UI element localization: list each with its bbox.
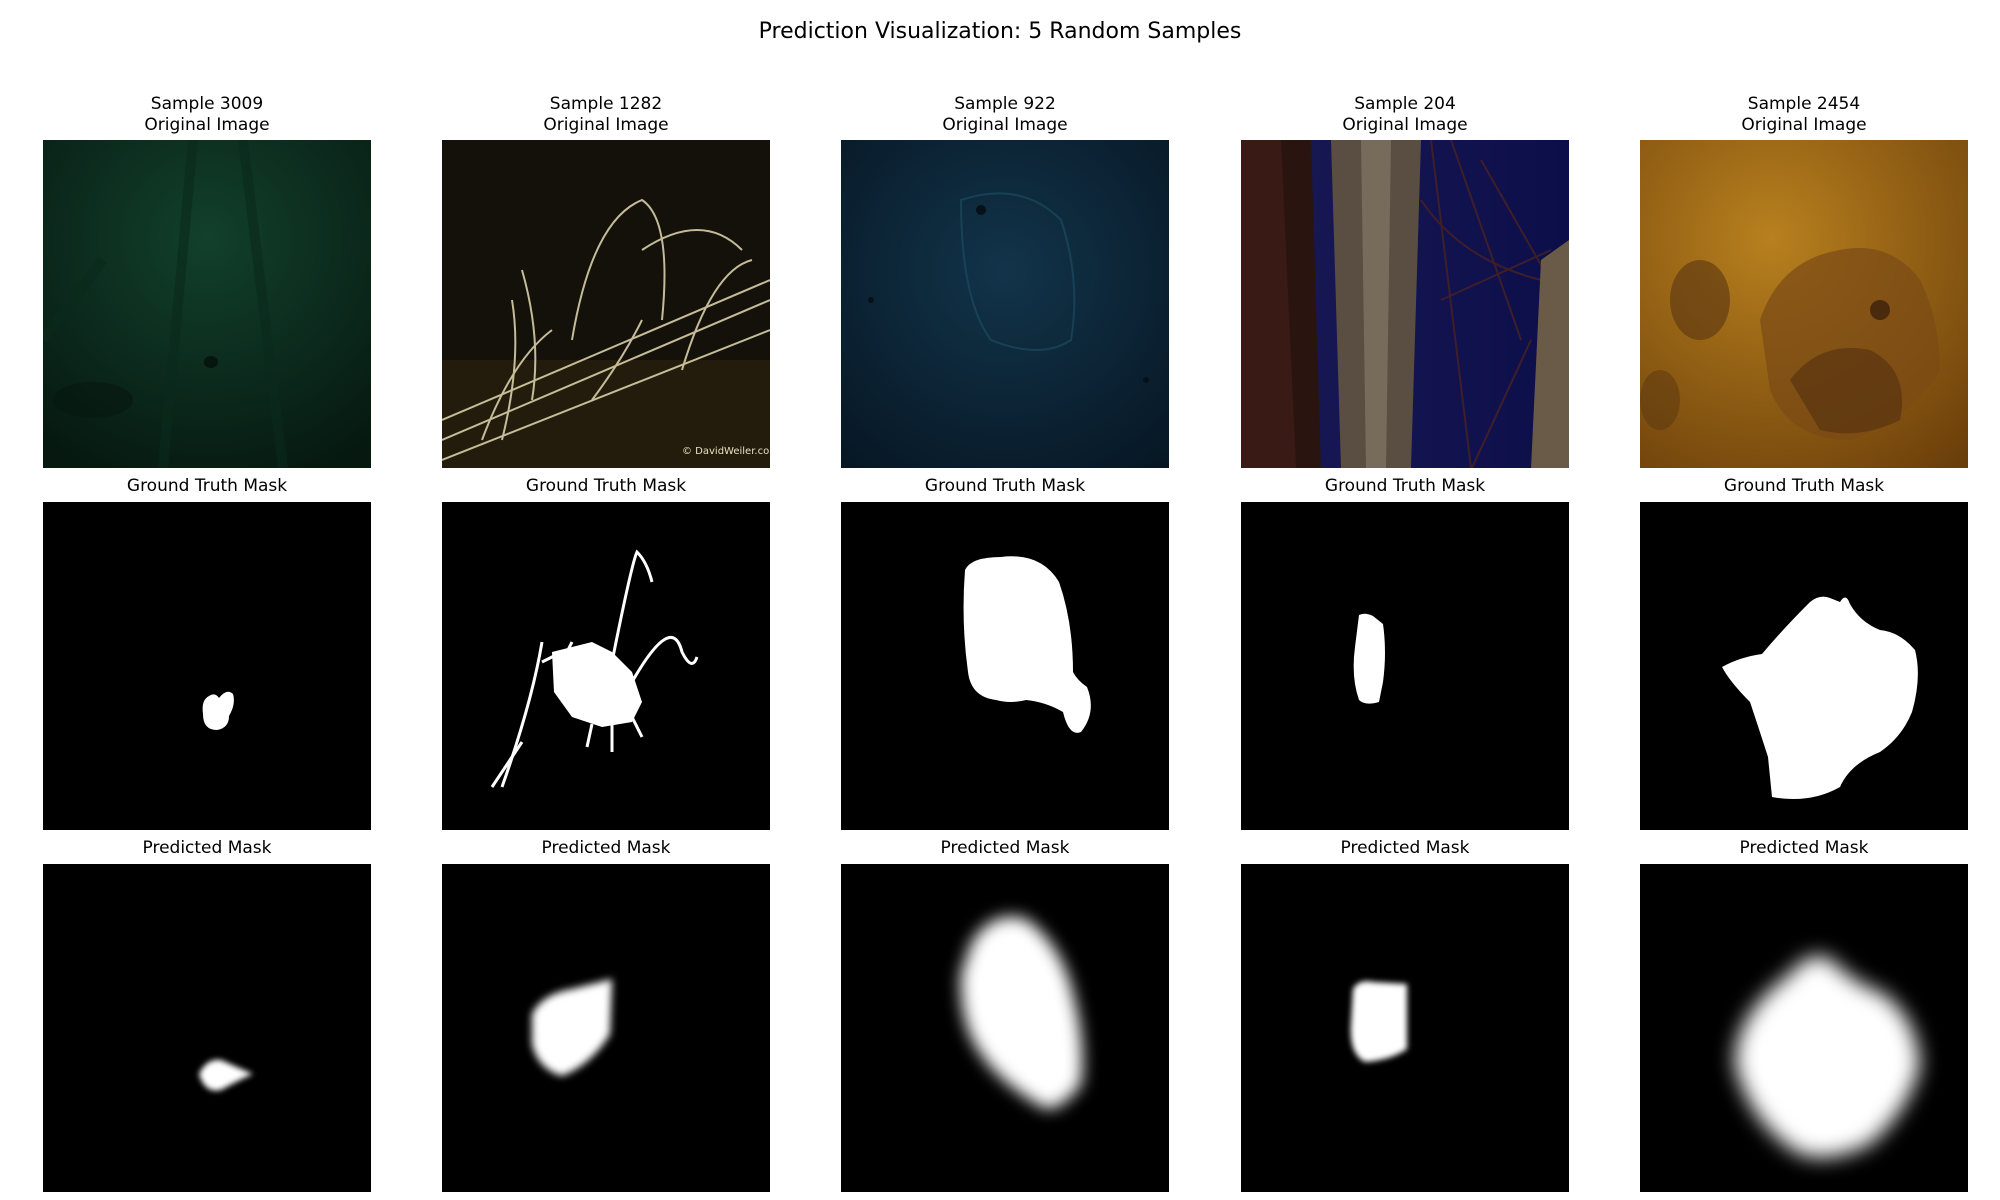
sample-204-original-image: [1241, 140, 1569, 468]
sample-1282-pred-title: Predicted Mask: [541, 838, 671, 858]
sample-204-gt-mask: [1241, 502, 1569, 830]
sample-2454-pred-title: Predicted Mask: [1739, 838, 1869, 858]
sample-204-gt-title: Ground Truth Mask: [1324, 476, 1486, 496]
sample-204-original-title: Sample 204 Original Image: [1342, 94, 1468, 135]
sample-922-original-title: Sample 922 Original Image: [942, 94, 1068, 135]
sample-204-pred-mask: [1241, 864, 1569, 1192]
sample-922-original-image: [841, 140, 1169, 468]
sample-922-pred-title: Predicted Mask: [940, 838, 1070, 858]
sample-1282-original-title: Sample 1282 Original Image: [543, 94, 669, 135]
sample-204-pred-title: Predicted Mask: [1340, 838, 1470, 858]
sample-2454-original-image: [1640, 140, 1968, 468]
sample-3009-pred-mask: [43, 864, 371, 1192]
sample-3009-pred-title: Predicted Mask: [142, 838, 272, 858]
sample-2454-pred-mask: [1640, 864, 1968, 1192]
sample-3009-gt-mask: [43, 502, 371, 830]
sample-2454-gt-title: Ground Truth Mask: [1723, 476, 1885, 496]
sample-3009-original-title: Sample 3009 Original Image: [144, 94, 270, 135]
sample-1282-gt-mask: [442, 502, 770, 830]
sample-2454-original-title: Sample 2454 Original Image: [1741, 94, 1867, 135]
sample-3009-gt-title: Ground Truth Mask: [126, 476, 288, 496]
sample-3009-original-image: [43, 140, 371, 468]
sample-922-pred-mask: [841, 864, 1169, 1192]
sample-1282-pred-mask: [442, 864, 770, 1192]
sample-922-gt-mask: [841, 502, 1169, 830]
figure-title: Prediction Visualization: 5 Random Sampl…: [758, 19, 1242, 44]
sample-2454-gt-mask: [1640, 502, 1968, 830]
sample-1282-gt-title: Ground Truth Mask: [525, 476, 687, 496]
sample-922-gt-title: Ground Truth Mask: [924, 476, 1086, 496]
sample-1282-watermark: © DavidWeiler.com: [682, 446, 770, 457]
sample-1282-original-image: © DavidWeiler.com: [442, 140, 770, 468]
